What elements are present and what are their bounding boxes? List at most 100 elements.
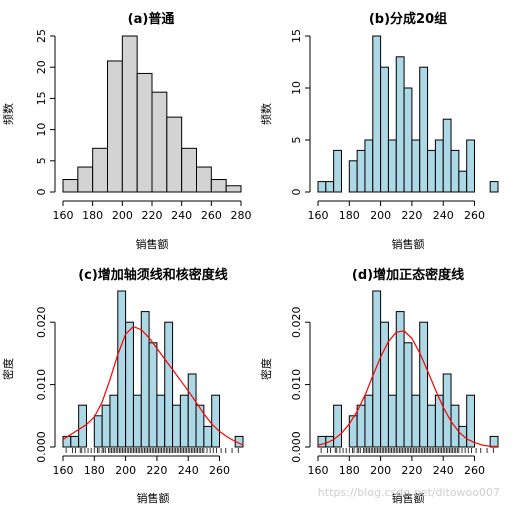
histogram-bar	[166, 116, 183, 193]
histogram-bar	[92, 147, 108, 193]
histogram-bar	[348, 160, 358, 193]
x-axis-label: 销售额	[137, 491, 170, 505]
x-tick-label: 260	[464, 209, 485, 222]
histogram-bar	[364, 139, 374, 193]
histogram-bar	[62, 435, 72, 448]
x-tick-label: 280	[231, 209, 252, 222]
y-tick-label: 15	[35, 91, 48, 105]
histogram-bar	[136, 72, 153, 193]
y-tick-label: 25	[35, 29, 48, 43]
histogram-bar	[403, 87, 413, 193]
histogram-bar	[156, 394, 166, 448]
panel-c: (c)增加轴须线和核密度线 160 180 200 220 240 260 0.000 0.01…	[1, 267, 244, 505]
histogram-bar	[434, 394, 444, 448]
histogram-bar	[489, 181, 499, 193]
histogram-bar	[164, 321, 174, 448]
histogram-bar	[101, 404, 111, 448]
histogram-bar	[356, 149, 366, 193]
x-tick-label: 200	[115, 464, 136, 477]
histogram-bar	[356, 404, 366, 448]
histogram-bar	[196, 166, 212, 193]
x-tick-label: 160	[308, 464, 329, 477]
histogram-bar	[107, 60, 123, 193]
histogram-bar	[427, 149, 436, 193]
histogram-bar	[317, 181, 327, 193]
y-tick-label: 0.010	[35, 369, 48, 401]
x-tick-label: 260	[209, 464, 230, 477]
histogram-bar	[121, 35, 138, 193]
histogram-bar	[442, 118, 452, 193]
histogram-bar	[181, 147, 198, 193]
histogram-bar	[372, 290, 382, 448]
histogram-bar	[458, 170, 468, 193]
y-tick-label: 20	[35, 60, 48, 74]
y-tick-label: 15	[290, 29, 303, 43]
panel-b: (b)分成20组 160 180 200 220 240 260 0 5 10 15 销售额 频数	[259, 11, 499, 251]
x-tick-label: 160	[53, 464, 74, 477]
histogram-bar	[179, 394, 189, 448]
histogram-bar	[125, 321, 134, 448]
x-tick-label: 220	[401, 209, 422, 222]
y-tick-label: 5	[35, 157, 48, 164]
x-tick-label: 240	[433, 209, 454, 222]
histogram-bar	[172, 404, 181, 448]
histogram-bar	[109, 394, 119, 448]
y-tick-label: 0.020	[35, 306, 48, 338]
histogram-bar	[132, 394, 142, 448]
density-curve	[62, 325, 244, 446]
histogram-bar	[62, 179, 79, 193]
y-tick-label: 0	[35, 189, 48, 196]
chart-title: (c)增加轴须线和核密度线	[78, 267, 228, 283]
x-tick-label: 220	[146, 464, 167, 477]
histogram-bar	[225, 185, 242, 193]
histogram-bar	[419, 66, 429, 193]
x-tick-label: 200	[112, 209, 133, 222]
histogram-bar	[403, 342, 413, 448]
y-axis-label: 密度	[1, 358, 15, 380]
chart-title: (d)增加正态密度线	[352, 267, 464, 283]
y-axis-label: 频数	[1, 103, 15, 125]
y-tick-label: 0.010	[290, 369, 303, 401]
histogram-bar	[380, 66, 389, 193]
x-tick-label: 180	[84, 464, 105, 477]
histogram-bar	[333, 404, 342, 448]
histogram-bar	[489, 435, 499, 448]
y-tick-label: 0	[290, 189, 303, 196]
x-tick-label: 160	[53, 209, 74, 222]
histogram-bar	[411, 139, 421, 193]
histogram-bar	[466, 139, 476, 193]
panel-d: (d)增加正态密度线 160 180 200 220 240 260 0.000 0.010 0.…	[259, 267, 499, 505]
histogram-bar	[78, 404, 87, 448]
histogram-bar	[411, 394, 421, 448]
y-tick-label: 10	[35, 123, 48, 137]
watermark: https://blog.csdn.net/ditowoo007	[318, 486, 500, 499]
histogram-bar	[117, 290, 127, 448]
x-axis-label: 销售额	[136, 237, 169, 251]
chart-title: (b)分成20组	[369, 11, 447, 27]
panel-a: (a)普通 160 180 200 220 240 260 280 0 5 10 15 20 25 销售额 频…	[1, 11, 252, 251]
histogram-bar	[380, 321, 389, 448]
y-tick-label: 0.000	[290, 431, 303, 463]
histogram-bar	[70, 435, 80, 448]
histogram-bar	[203, 425, 213, 448]
histogram-bar	[77, 166, 94, 193]
histogram-bar	[151, 91, 168, 193]
histogram-bar	[93, 415, 103, 448]
histogram-bar	[333, 149, 342, 193]
y-tick-label: 10	[290, 81, 303, 95]
y-tick-label: 0.020	[290, 306, 303, 338]
histogram-bar	[140, 311, 150, 448]
histogram-bar	[395, 56, 405, 193]
y-axis-label: 频数	[259, 103, 273, 125]
x-tick-label: 180	[339, 209, 360, 222]
histogram-bar	[387, 394, 397, 448]
histogram-bar	[434, 139, 444, 193]
x-tick-label: 240	[171, 209, 192, 222]
histogram-bar	[148, 342, 158, 448]
x-tick-label: 180	[82, 209, 103, 222]
histogram-bar	[210, 179, 227, 193]
histogram-bar	[372, 35, 382, 193]
chart-title: (a)普通	[128, 11, 175, 27]
y-axis-label: 密度	[259, 358, 273, 380]
